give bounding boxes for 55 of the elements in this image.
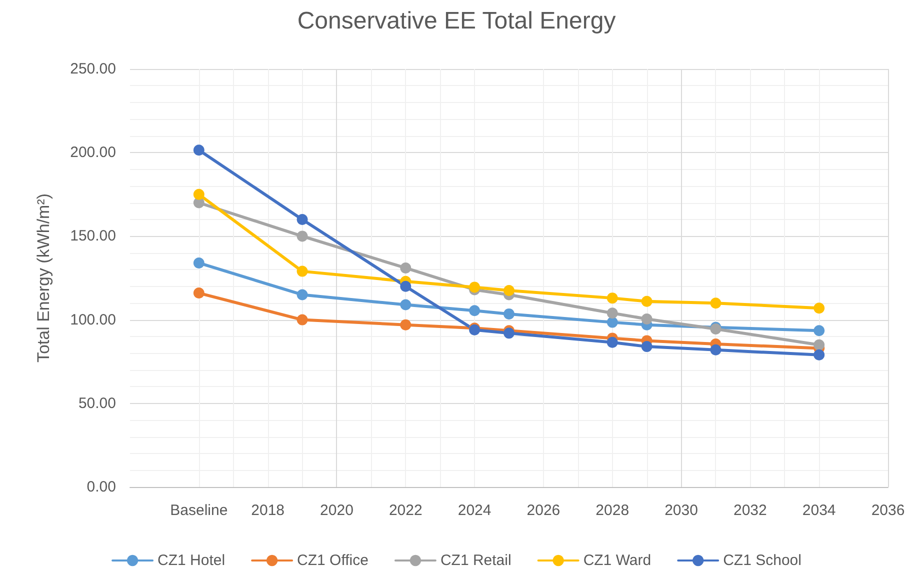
legend-label: CZ1 School	[723, 552, 802, 569]
point	[296, 266, 308, 277]
point	[606, 292, 618, 304]
point	[193, 288, 204, 299]
point	[296, 214, 308, 225]
legend-label: CZ1 Hotel	[158, 552, 226, 569]
point	[296, 289, 308, 300]
legend-label: CZ1 Office	[297, 552, 368, 569]
x-tick-label: 2018	[251, 502, 285, 519]
x-tick-label: 2034	[802, 502, 836, 519]
point	[641, 341, 652, 352]
point	[504, 328, 514, 339]
x-tick-label: 2028	[596, 502, 630, 519]
point	[469, 305, 480, 316]
point	[193, 257, 204, 268]
point	[400, 262, 412, 274]
point	[814, 302, 825, 314]
y-tick-label: 150.00	[70, 228, 116, 245]
x-tick-label: 2022	[388, 502, 422, 519]
point	[606, 336, 618, 348]
y-axis-title: Total Energy (kWh/m²)	[34, 193, 53, 363]
point	[504, 308, 514, 320]
y-tick-label: 50.00	[78, 394, 116, 412]
point	[814, 339, 825, 350]
point	[193, 144, 204, 156]
y-tick-label: 100.00	[70, 311, 116, 328]
legend-label: CZ1 Ward	[583, 552, 652, 569]
legend-label: CZ1 Retail	[440, 552, 512, 569]
y-tick-label: 200.00	[70, 144, 116, 162]
point	[400, 319, 412, 330]
x-tick-label: 2036	[871, 502, 905, 519]
y-tick-label: 0.00	[86, 478, 116, 496]
x-tick-label: 2024	[458, 502, 492, 519]
x-tick-label: 2020	[320, 502, 354, 519]
point	[641, 296, 652, 307]
x-tick-label: 2026	[526, 502, 560, 519]
point	[814, 349, 825, 360]
chart-title: Conservative EE Total Energy	[297, 8, 616, 34]
point	[296, 314, 308, 326]
point	[814, 325, 825, 336]
point	[504, 285, 514, 296]
point	[710, 298, 722, 309]
x-tick-label: 2032	[733, 502, 767, 519]
point	[400, 280, 412, 292]
point	[296, 230, 308, 242]
point	[193, 188, 204, 200]
point	[400, 299, 412, 310]
y-tick-label: 250.00	[70, 60, 116, 78]
point	[469, 282, 480, 293]
point	[606, 308, 618, 319]
point	[710, 344, 722, 356]
x-tick-label: Baseline	[170, 502, 228, 519]
x-tick-label: 2030	[664, 502, 698, 519]
point	[606, 316, 618, 328]
point	[641, 313, 652, 324]
